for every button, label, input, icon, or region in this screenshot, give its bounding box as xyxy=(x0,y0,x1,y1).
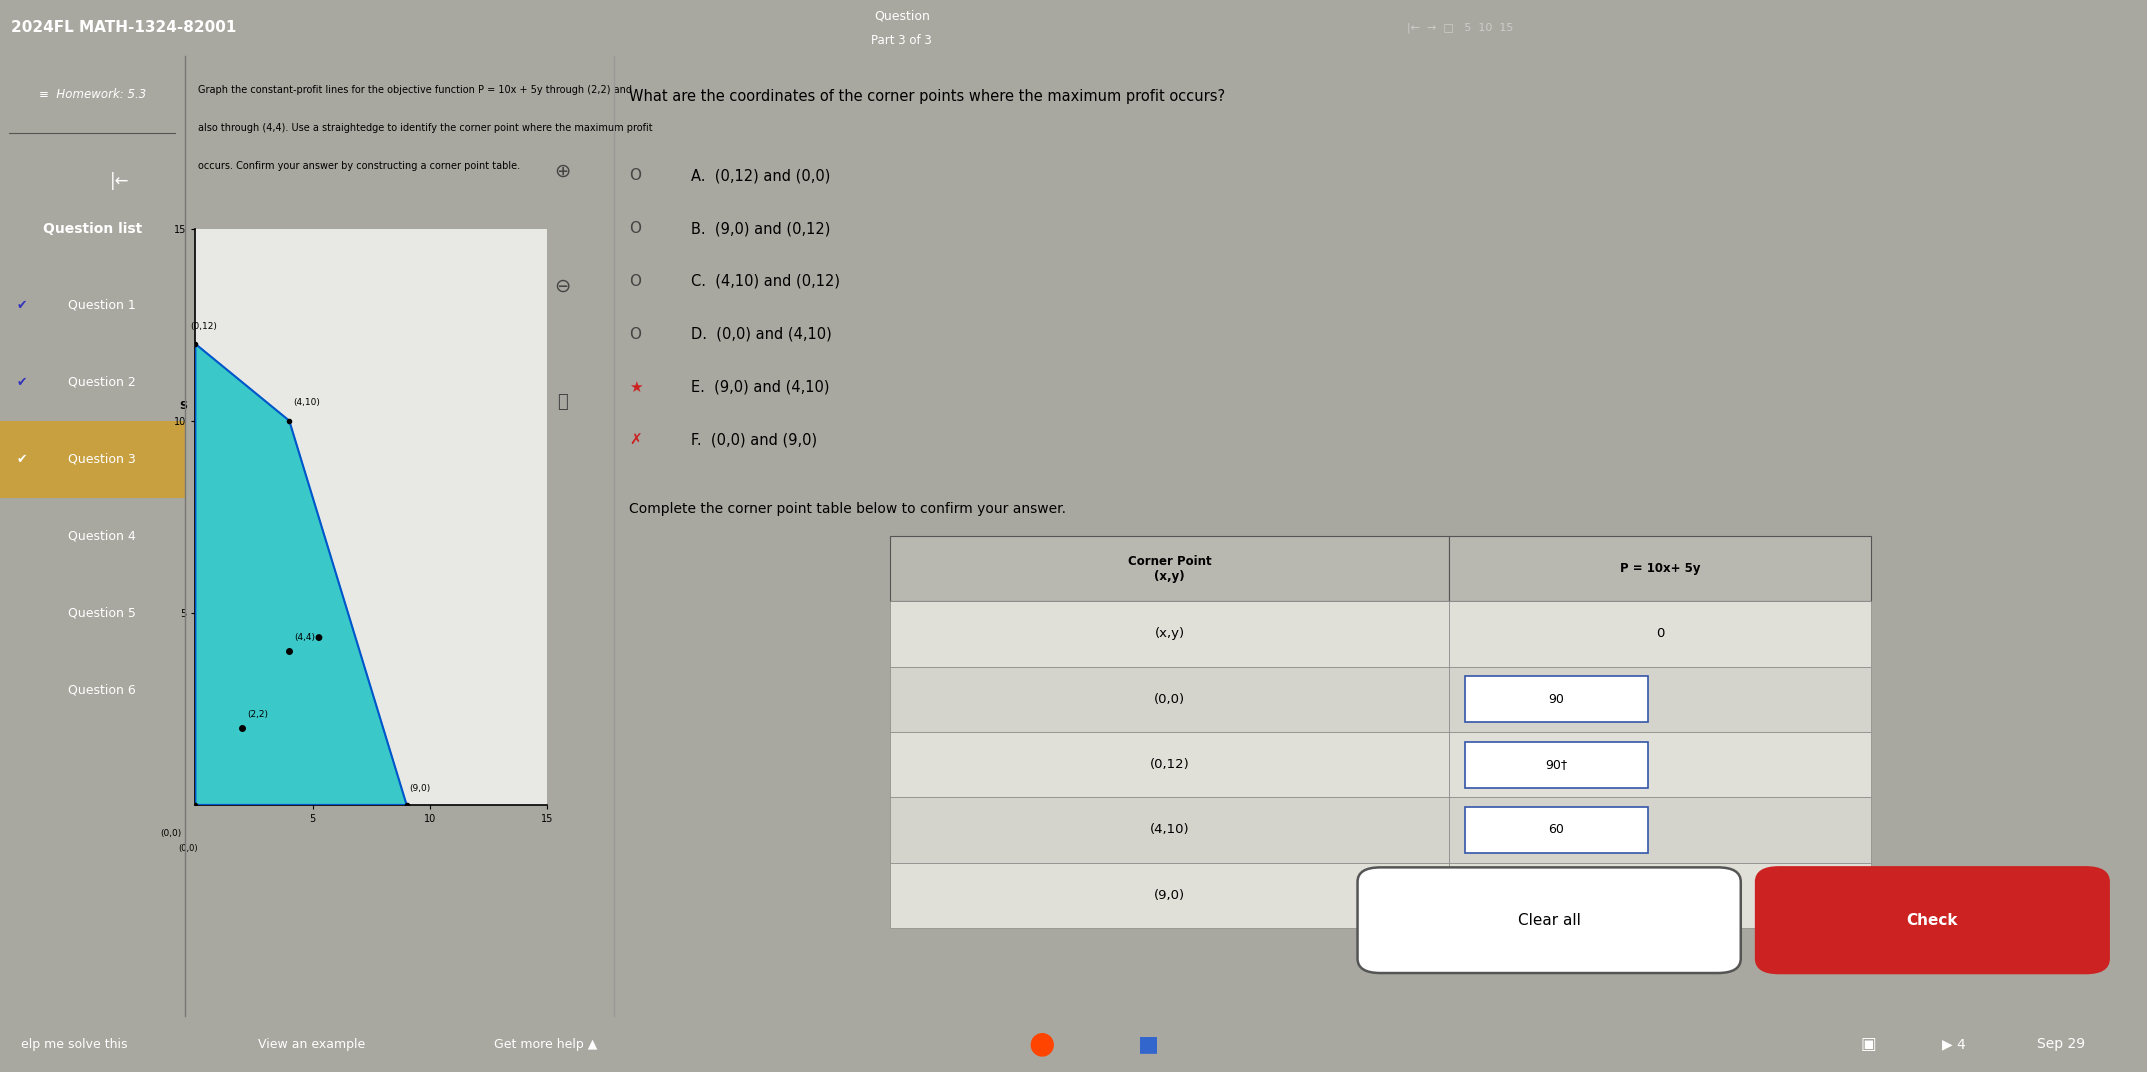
Text: 60: 60 xyxy=(1548,823,1565,836)
Bar xyxy=(1449,667,1870,732)
Text: O: O xyxy=(629,327,642,342)
Text: (0,0): (0,0) xyxy=(161,829,180,837)
Bar xyxy=(891,732,1449,798)
Bar xyxy=(891,536,1449,601)
FancyBboxPatch shape xyxy=(1756,867,2108,973)
Text: Check: Check xyxy=(1907,912,1958,927)
Bar xyxy=(891,667,1449,732)
Text: ⊕: ⊕ xyxy=(554,162,571,180)
Text: also through (4,4). Use a straightedge to identify the corner point where the ma: also through (4,4). Use a straightedge t… xyxy=(198,123,653,133)
Text: (0,12): (0,12) xyxy=(191,322,217,330)
Text: (4,4)●: (4,4)● xyxy=(294,632,322,642)
Text: P = 10x+ 5y: P = 10x+ 5y xyxy=(1619,562,1700,576)
Text: ⊖: ⊖ xyxy=(554,277,571,296)
Text: |←: |← xyxy=(109,172,129,190)
Text: (4,10): (4,10) xyxy=(1151,823,1189,836)
Text: Part 3 of 3: Part 3 of 3 xyxy=(872,33,932,47)
Text: View an example: View an example xyxy=(258,1038,365,1051)
Text: (9,0): (9,0) xyxy=(408,785,429,793)
Bar xyxy=(1449,732,1870,798)
Text: ✗: ✗ xyxy=(629,432,642,447)
Text: (2,2): (2,2) xyxy=(247,710,268,718)
Text: E.  (9,0) and (4,10): E. (9,0) and (4,10) xyxy=(691,379,829,394)
Text: Question 5: Question 5 xyxy=(67,607,135,620)
Text: O: O xyxy=(629,274,642,289)
Text: S: S xyxy=(178,401,187,412)
Text: Question list: Question list xyxy=(43,222,142,236)
Text: ✔: ✔ xyxy=(17,376,28,389)
Text: Question 3: Question 3 xyxy=(69,452,135,465)
Bar xyxy=(1449,601,1870,667)
FancyBboxPatch shape xyxy=(0,420,185,497)
Text: 90†: 90† xyxy=(1546,758,1567,771)
Text: (0,12): (0,12) xyxy=(1149,758,1189,771)
Text: C.  (4,10) and (0,12): C. (4,10) and (0,12) xyxy=(691,274,839,289)
Text: ✔: ✔ xyxy=(17,452,28,465)
Text: O: O xyxy=(629,168,642,183)
Text: ▣: ▣ xyxy=(1859,1036,1876,1053)
FancyBboxPatch shape xyxy=(1357,867,1741,973)
Text: 0: 0 xyxy=(1655,627,1664,640)
Text: Question: Question xyxy=(874,9,930,23)
Text: Get more help ▲: Get more help ▲ xyxy=(494,1038,597,1051)
Text: ●: ● xyxy=(1028,1029,1054,1059)
Text: ★: ★ xyxy=(629,379,642,394)
Text: F.  (0,0) and (9,0): F. (0,0) and (9,0) xyxy=(691,432,816,447)
Text: ✔: ✔ xyxy=(17,299,28,312)
Bar xyxy=(1464,676,1649,723)
Text: (0,0): (0,0) xyxy=(1155,693,1185,705)
Text: Complete the corner point table below to confirm your answer.: Complete the corner point table below to… xyxy=(629,503,1067,517)
Text: ▶ 4: ▶ 4 xyxy=(1941,1037,1967,1052)
Bar xyxy=(1449,798,1870,863)
Text: Question 1: Question 1 xyxy=(69,299,135,312)
Text: O: O xyxy=(629,221,642,236)
Text: Corner Point
(x,y): Corner Point (x,y) xyxy=(1127,554,1211,583)
Text: Question 2: Question 2 xyxy=(69,376,135,389)
Text: Question 6: Question 6 xyxy=(69,683,135,696)
Text: ⧉: ⧉ xyxy=(556,392,569,411)
Text: B.  (9,0) and (0,12): B. (9,0) and (0,12) xyxy=(691,221,831,236)
Bar xyxy=(891,863,1449,928)
Text: A.  (0,12) and (0,0): A. (0,12) and (0,0) xyxy=(691,168,831,183)
Text: Clear all: Clear all xyxy=(1518,912,1580,927)
Bar xyxy=(891,798,1449,863)
Text: |←  →  □   5  10  15: |← → □ 5 10 15 xyxy=(1406,23,1514,33)
Text: What are the coordinates of the corner points where the maximum profit occurs?: What are the coordinates of the corner p… xyxy=(629,89,1226,104)
Text: ■: ■ xyxy=(1138,1034,1159,1054)
Text: Graph the constant-profit lines for the objective function P = 10x + 5y through : Graph the constant-profit lines for the … xyxy=(198,85,631,94)
Text: (4,10): (4,10) xyxy=(292,399,320,407)
Text: 2024FL MATH-1324-82001: 2024FL MATH-1324-82001 xyxy=(11,20,236,35)
Text: (0,0): (0,0) xyxy=(178,844,198,853)
Bar xyxy=(1464,742,1649,788)
Text: elp me solve this: elp me solve this xyxy=(21,1038,129,1051)
Bar xyxy=(1449,863,1870,928)
Text: Sep 29: Sep 29 xyxy=(2038,1037,2085,1052)
Polygon shape xyxy=(195,344,406,805)
Text: (x,y): (x,y) xyxy=(1155,627,1185,640)
Text: ≡  Homework: 5.3: ≡ Homework: 5.3 xyxy=(39,88,146,101)
Text: occurs. Confirm your answer by constructing a corner point table.: occurs. Confirm your answer by construct… xyxy=(198,162,520,172)
Bar xyxy=(891,601,1449,667)
Text: D.  (0,0) and (4,10): D. (0,0) and (4,10) xyxy=(691,327,831,342)
Text: Question 4: Question 4 xyxy=(69,530,135,542)
Bar xyxy=(1464,807,1649,853)
Text: (9,0): (9,0) xyxy=(1155,889,1185,902)
Bar xyxy=(1449,536,1870,601)
Text: 90: 90 xyxy=(1548,693,1565,705)
